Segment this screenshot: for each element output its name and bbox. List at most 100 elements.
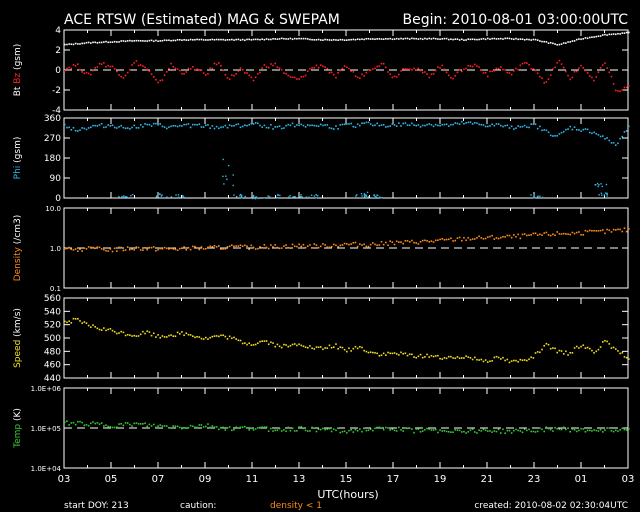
data-point <box>233 74 235 77</box>
data-point <box>500 358 502 360</box>
data-point <box>398 241 400 243</box>
data-point <box>237 245 240 247</box>
data-point <box>526 38 528 41</box>
data-point <box>79 420 81 423</box>
data-point <box>415 37 418 40</box>
data-point <box>309 345 311 347</box>
data-point <box>285 430 287 433</box>
data-point <box>232 174 234 176</box>
data-point <box>118 41 120 43</box>
data-point <box>380 38 383 40</box>
data-point <box>580 64 582 67</box>
data-point <box>387 71 389 73</box>
data-point <box>408 241 411 243</box>
data-point <box>417 38 420 40</box>
data-point <box>441 38 444 40</box>
data-point <box>122 424 125 427</box>
data-point <box>346 123 348 125</box>
data-point <box>623 131 626 133</box>
data-point <box>257 122 259 125</box>
data-point <box>539 427 541 429</box>
data-point <box>621 89 624 91</box>
data-point <box>365 71 368 74</box>
data-point <box>98 41 101 44</box>
data-point <box>387 38 389 40</box>
data-point <box>94 422 96 425</box>
data-point <box>458 236 461 239</box>
data-point <box>536 72 539 75</box>
data-point <box>174 425 177 428</box>
data-point <box>460 70 463 73</box>
data-point <box>146 248 149 251</box>
data-point <box>506 429 509 432</box>
data-point <box>593 229 595 232</box>
data-point <box>547 78 550 80</box>
data-point <box>445 238 448 241</box>
data-point <box>103 327 105 329</box>
data-point <box>191 335 194 338</box>
data-point <box>379 196 381 198</box>
data-point <box>309 244 311 246</box>
data-point <box>254 76 257 79</box>
data-point <box>391 38 394 41</box>
data-point <box>628 125 630 128</box>
data-point <box>87 72 90 75</box>
data-point <box>497 67 500 70</box>
data-point <box>170 427 172 429</box>
data-point <box>411 37 413 40</box>
data-point <box>402 68 404 70</box>
data-point <box>185 123 188 126</box>
data-point <box>375 196 377 198</box>
data-point <box>68 246 70 249</box>
data-point <box>176 38 179 41</box>
data-point <box>523 233 526 235</box>
data-point <box>252 123 255 125</box>
data-point <box>228 335 231 338</box>
data-point <box>72 421 75 424</box>
data-point <box>460 357 463 359</box>
data-point <box>356 38 359 41</box>
data-point <box>218 127 220 130</box>
data-point <box>419 353 422 356</box>
data-point <box>215 125 218 128</box>
data-point <box>222 334 224 337</box>
data-point <box>174 67 177 70</box>
data-point <box>428 76 431 79</box>
data-point <box>252 197 254 200</box>
data-point <box>289 429 292 432</box>
data-point <box>376 244 378 247</box>
data-point <box>530 234 532 236</box>
data-point <box>137 64 140 67</box>
data-point <box>549 74 552 76</box>
data-point <box>352 431 355 433</box>
data-point <box>276 196 279 199</box>
data-point <box>202 39 205 41</box>
data-point <box>508 127 511 129</box>
data-point <box>235 123 237 126</box>
data-point <box>569 351 572 354</box>
data-point <box>562 130 565 133</box>
data-point <box>287 246 290 249</box>
data-point <box>359 77 361 79</box>
data-point <box>367 121 370 124</box>
data-point <box>515 428 517 431</box>
data-point <box>539 75 541 78</box>
data-point <box>439 357 441 360</box>
data-point <box>341 123 344 126</box>
data-point <box>432 125 435 128</box>
data-point <box>606 137 608 139</box>
data-point <box>610 33 613 36</box>
data-point <box>278 427 281 430</box>
data-point <box>113 40 116 43</box>
data-point <box>552 233 554 236</box>
data-point <box>209 38 211 41</box>
data-point <box>402 122 404 125</box>
data-point <box>361 244 363 246</box>
data-point <box>109 65 112 68</box>
data-point <box>196 247 198 249</box>
data-point <box>215 38 218 41</box>
data-point <box>259 246 261 248</box>
data-point <box>476 358 478 361</box>
data-point <box>452 77 454 80</box>
